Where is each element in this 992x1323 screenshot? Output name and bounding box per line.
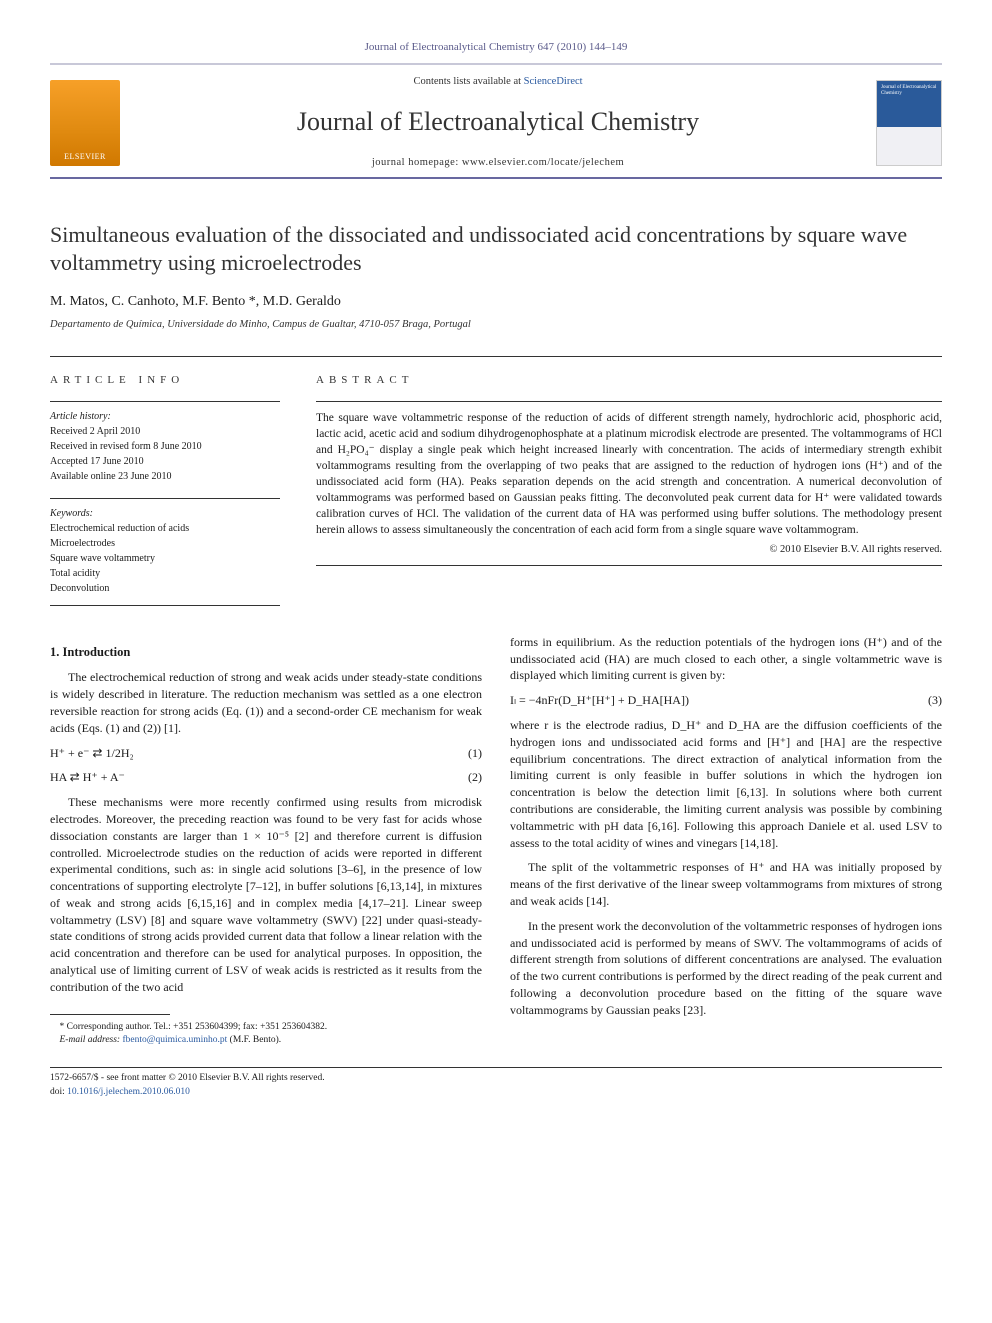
contents-prefix: Contents lists available at: [413, 76, 523, 87]
footnote-line-1: * Corresponding author. Tel.: +351 25360…: [50, 1021, 482, 1034]
history-block: Article history: Received 2 April 2010 R…: [50, 401, 280, 484]
footnote-email-line: E-mail address: fbento@quimica.uminho.pt…: [50, 1034, 482, 1047]
abstract-copyright: © 2010 Elsevier B.V. All rights reserved…: [316, 543, 942, 558]
body-para: where r is the electrode radius, D_H⁺ an…: [510, 717, 942, 851]
journal-header: ELSEVIER Contents lists available at Sci…: [50, 63, 942, 179]
authors-line: M. Matos, C. Canhoto, M.F. Bento *, M.D.…: [50, 292, 942, 312]
abstract-block: abstract The square wave voltammetric re…: [316, 373, 942, 605]
keywords-block: Keywords: Electrochemical reduction of a…: [50, 498, 280, 606]
body-columns: 1. Introduction The electrochemical redu…: [50, 634, 942, 1047]
article-title: Simultaneous evaluation of the dissociat…: [50, 221, 942, 276]
elsevier-logo: ELSEVIER: [50, 80, 120, 166]
homepage-line: journal homepage: www.elsevier.com/locat…: [136, 156, 860, 171]
section-heading-intro: 1. Introduction: [50, 644, 482, 662]
body-para: forms in equilibrium. As the reduction p…: [510, 634, 942, 684]
homepage-url: www.elsevier.com/locate/jelechem: [462, 157, 624, 168]
equation-1: H⁺ + e⁻ ⇄ 1/2H₂: [50, 745, 134, 762]
info-abstract-row: article info Article history: Received 2…: [50, 356, 942, 605]
equation-3: Iₗ = −4nFr(D_H⁺[H⁺] + D_HA[HA]): [510, 692, 689, 709]
footnote-separator: [50, 1014, 170, 1015]
page-footer: 1572-6657/$ - see front matter © 2010 El…: [50, 1067, 942, 1099]
keyword-item: Total acidity: [50, 567, 280, 581]
journal-cover-thumb: Journal of Electroanalytical Chemistry: [876, 80, 942, 166]
article-info-block: article info Article history: Received 2…: [50, 373, 280, 605]
sciencedirect-link[interactable]: ScienceDirect: [524, 76, 583, 87]
keywords-label: Keywords:: [50, 508, 93, 519]
contents-available-line: Contents lists available at ScienceDirec…: [136, 75, 860, 90]
journal-title: Journal of Electroanalytical Chemistry: [136, 104, 860, 140]
corresponding-author-footnote: * Corresponding author. Tel.: +351 25360…: [50, 1021, 482, 1048]
history-label: Article history:: [50, 411, 111, 422]
abstract-heading: abstract: [316, 373, 942, 388]
keyword-item: Deconvolution: [50, 582, 280, 596]
history-item: Accepted 17 June 2010: [50, 455, 280, 469]
history-item: Available online 23 June 2010: [50, 470, 280, 484]
abstract-text: The square wave voltammetric response of…: [316, 401, 942, 566]
equation-row: H⁺ + e⁻ ⇄ 1/2H₂ (1): [50, 745, 482, 762]
equation-row: Iₗ = −4nFr(D_H⁺[H⁺] + D_HA[HA]) (3): [510, 692, 942, 709]
footer-doi-line: doi: 10.1016/j.jelechem.2010.06.010: [50, 1086, 942, 1099]
elsevier-logo-text: ELSEVIER: [64, 151, 106, 162]
body-para: These mechanisms were more recently conf…: [50, 794, 482, 996]
footnote-email-name: (M.F. Bento).: [230, 1035, 282, 1045]
equation-2-num: (2): [468, 769, 482, 786]
body-para: The split of the voltammetric responses …: [510, 859, 942, 909]
affiliation-line: Departamento de Química, Universidade do…: [50, 318, 942, 333]
keyword-item: Square wave voltammetry: [50, 552, 280, 566]
cover-title: Journal of Electroanalytical Chemistry: [881, 85, 937, 96]
equation-2: HA ⇄ H⁺ + A⁻: [50, 769, 125, 786]
equation-1-num: (1): [468, 745, 482, 762]
header-center: Contents lists available at ScienceDirec…: [136, 75, 860, 171]
keyword-item: Electrochemical reduction of acids: [50, 522, 280, 536]
equation-3-num: (3): [928, 692, 942, 709]
footnote-email-label: E-mail address:: [60, 1035, 121, 1045]
footer-doi-label: doi:: [50, 1087, 65, 1097]
footer-doi-link[interactable]: 10.1016/j.jelechem.2010.06.010: [67, 1087, 190, 1097]
article-info-heading: article info: [50, 373, 280, 388]
body-para: In the present work the deconvolution of…: [510, 918, 942, 1019]
history-item: Received 2 April 2010: [50, 425, 280, 439]
footer-copyright: 1572-6657/$ - see front matter © 2010 El…: [50, 1072, 942, 1085]
keyword-item: Microelectrodes: [50, 537, 280, 551]
footnote-email-link[interactable]: fbento@quimica.uminho.pt: [122, 1035, 227, 1045]
equation-row: HA ⇄ H⁺ + A⁻ (2): [50, 769, 482, 786]
history-item: Received in revised form 8 June 2010: [50, 440, 280, 454]
abstract-body: The square wave voltammetric response of…: [316, 412, 942, 537]
homepage-prefix: journal homepage:: [372, 157, 462, 168]
body-para: The electrochemical reduction of strong …: [50, 669, 482, 736]
citation-line: Journal of Electroanalytical Chemistry 6…: [50, 40, 942, 55]
